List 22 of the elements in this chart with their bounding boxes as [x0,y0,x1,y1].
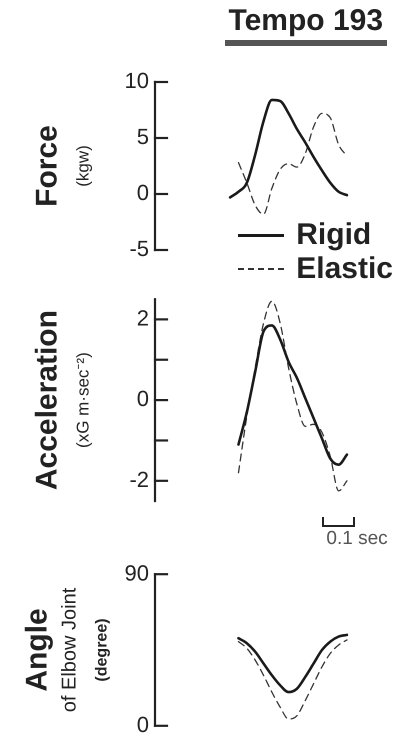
y-tick-label: 2 [136,305,149,330]
y-axis-title: Angle of Elbow Joint (degree) [20,587,110,712]
y-tick-label: -2 [129,466,149,492]
y-tick-label: 5 [136,124,149,150]
line-series [228,98,348,199]
y-axis-title: Acceleration (xG m·sec⁻²) [30,310,93,490]
line-series [238,639,348,720]
legend-label: Elastic [296,252,393,286]
y-tick-label: 10 [124,68,149,94]
y-tick-label: 90 [124,560,149,586]
legend-label: Rigid [296,218,372,252]
line-series [238,112,348,215]
y-tick-label: 0 [136,712,149,737]
line-series [237,324,348,466]
chart-title: Tempo 193 [224,4,387,46]
line-series [237,634,348,694]
y-axis-title: Force (kgw) [30,125,93,207]
line-series [238,300,348,492]
text: 0.1 sec [326,528,388,550]
y-tick-label: 0 [136,386,149,412]
y-tick-label: -5 [129,236,149,262]
y-tick-label: 0 [136,180,149,206]
